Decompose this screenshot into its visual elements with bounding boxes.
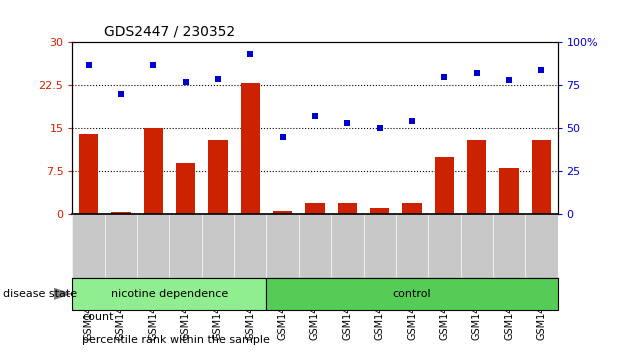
Bar — [241, 82, 260, 214]
Bar — [338, 203, 357, 214]
Point — [213, 76, 223, 81]
Point — [245, 52, 255, 57]
Polygon shape — [54, 287, 72, 300]
Point — [84, 62, 94, 68]
Point — [536, 67, 546, 73]
Text: percentile rank within the sample: percentile rank within the sample — [82, 335, 270, 345]
Text: count: count — [82, 312, 113, 322]
Point — [375, 125, 385, 131]
Point — [439, 74, 449, 80]
Bar — [209, 140, 227, 214]
Text: GDS2447 / 230352: GDS2447 / 230352 — [104, 25, 235, 39]
Bar — [467, 140, 486, 214]
Text: nicotine dependence: nicotine dependence — [111, 289, 228, 299]
Point — [181, 79, 191, 85]
Point — [407, 119, 417, 124]
Bar — [72, 278, 266, 310]
Bar — [273, 211, 292, 214]
Bar — [144, 128, 163, 214]
Text: control: control — [392, 289, 432, 299]
Point — [116, 91, 126, 97]
Bar — [403, 203, 421, 214]
Bar — [176, 163, 195, 214]
Point — [504, 78, 514, 83]
Bar — [79, 134, 98, 214]
Bar — [532, 140, 551, 214]
Point — [472, 70, 482, 76]
Text: disease state: disease state — [3, 289, 77, 299]
Bar — [306, 203, 324, 214]
Bar — [112, 212, 130, 214]
Point — [342, 120, 352, 126]
Bar — [370, 209, 389, 214]
Point — [310, 114, 320, 119]
Point — [278, 134, 288, 140]
Bar — [266, 278, 558, 310]
Bar — [435, 157, 454, 214]
Point — [148, 62, 158, 68]
Bar — [500, 169, 518, 214]
